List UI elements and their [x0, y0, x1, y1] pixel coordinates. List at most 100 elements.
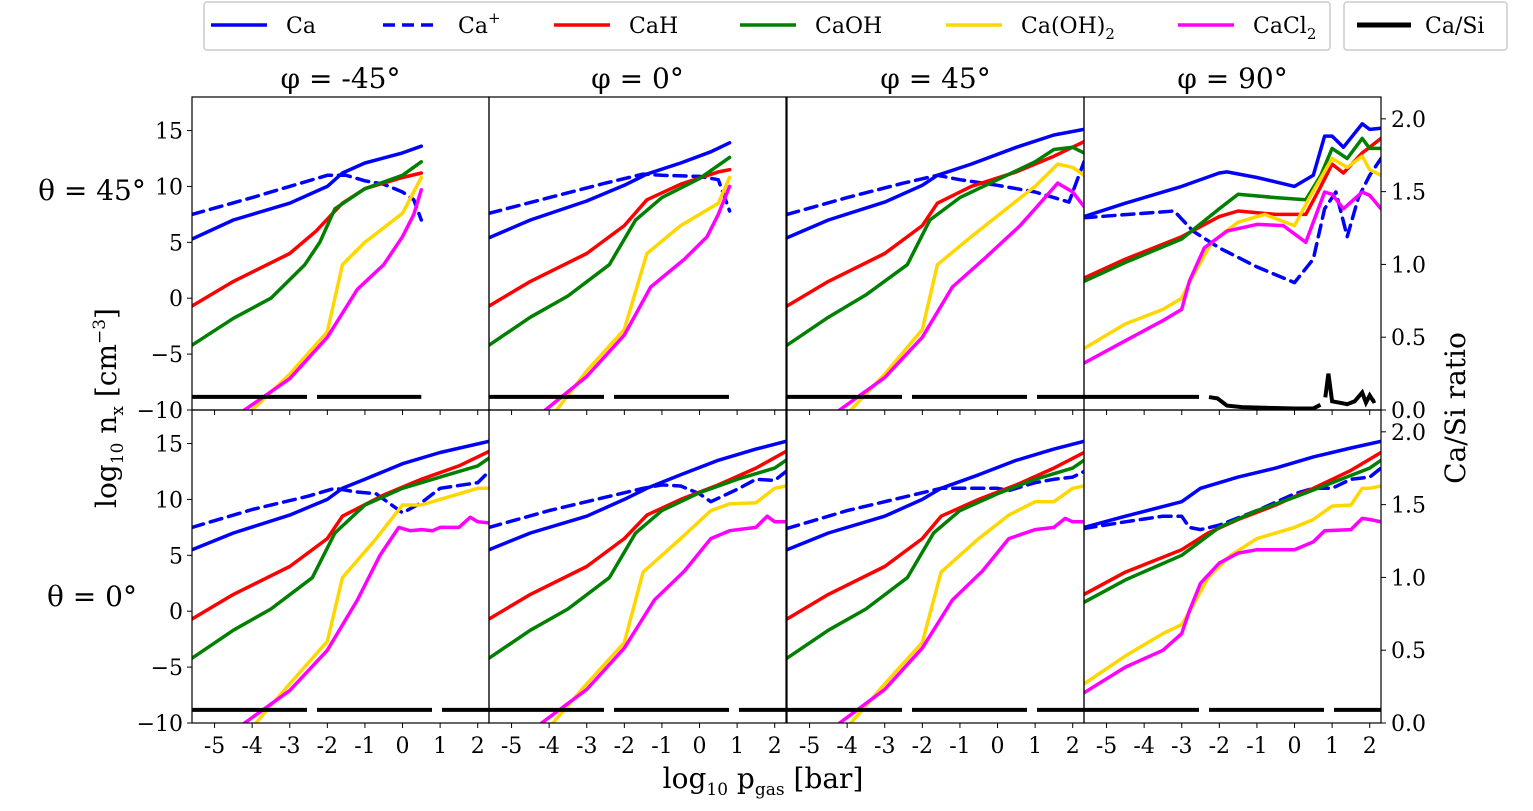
x-tick-label: 2 [1066, 734, 1080, 759]
x-tick-label: -4 [538, 734, 559, 759]
x-tick-label: -5 [799, 734, 820, 759]
panel-r1-c2 [787, 439, 1084, 723]
x-tick-label: -3 [279, 734, 300, 759]
x-tick-label: -5 [501, 734, 522, 759]
panel-frame [786, 96, 1085, 411]
x-tick-label: 0 [991, 734, 1005, 759]
panel-r1-c1 [489, 439, 786, 723]
y-tick-label: 15 [155, 433, 183, 458]
panel-r0-c0 [192, 144, 424, 410]
y-tick-label: −10 [137, 712, 183, 737]
series-line-caoh [489, 155, 732, 347]
y-axis-label-left: log10 nx [cm−3] [90, 308, 128, 508]
series-line-cacl2 [543, 184, 732, 410]
x-tick-label: -1 [1246, 734, 1267, 759]
series-line-ca [1084, 439, 1381, 530]
series-line-cacl2 [539, 514, 786, 723]
series-line-ca-oh-2 [551, 484, 786, 723]
x-tick-label: -2 [1209, 734, 1230, 759]
series-line-ca- [192, 173, 424, 222]
panel-frame [191, 409, 490, 724]
legend-ratio: Ca/Si [1343, 1, 1508, 51]
series-line-cah [192, 171, 424, 308]
y-tick-label: 10 [155, 175, 183, 200]
row-label: θ = 0° [47, 580, 137, 613]
y2-tick-label: 2.0 [1391, 421, 1426, 446]
series-line-cah [787, 139, 1084, 308]
series-line-caoh [1084, 458, 1381, 605]
x-tick-label: -1 [354, 734, 375, 759]
x-tick-label: -3 [1171, 734, 1192, 759]
panel-frame [488, 96, 787, 411]
series-line-ca- [489, 172, 732, 216]
series-line-cacl2 [242, 188, 424, 410]
x-axis-label: log10 pgas [bar] [663, 762, 864, 800]
row-labels: θ = 45° θ = 0° [38, 174, 146, 613]
x-tick-label: -5 [1096, 734, 1117, 759]
series-line-cah [489, 449, 786, 621]
row-label: θ = 45° [38, 174, 146, 207]
column-title: φ = 0° [591, 62, 684, 95]
y2-tick-label: 1.0 [1391, 253, 1426, 278]
x-tick-label: -3 [874, 734, 895, 759]
x-tick-label: 0 [396, 734, 410, 759]
y2-tick-label: 1.0 [1391, 566, 1426, 591]
series-line-cacl2 [1084, 516, 1381, 695]
panel-frame [1083, 409, 1382, 724]
x-tick-label: 1 [433, 734, 447, 759]
series-line-cacl2 [1084, 190, 1381, 365]
svg-text:log10 nx [cm−3]: log10 nx [cm−3] [90, 308, 128, 508]
series-line-ca-oh-2 [254, 486, 489, 723]
y-tick-label: 0 [169, 287, 183, 312]
series-line-ca [192, 439, 489, 552]
y-tick-label: 0 [169, 600, 183, 625]
legend-species: Ca Ca+ CaH CaOH Ca(OH)2 CaCl2 [203, 1, 1331, 51]
legend-label-ratio: Ca/Si [1425, 14, 1484, 39]
svg-text:Ca/Si ratio: Ca/Si ratio [1439, 332, 1472, 484]
series-line-ca-oh-2 [554, 175, 732, 410]
x-tick-label: -1 [651, 734, 672, 759]
series-line-cah [787, 450, 1084, 621]
x-tick-label: 0 [1288, 734, 1302, 759]
y-tick-label: 15 [155, 120, 183, 145]
x-tick-label: -3 [576, 734, 597, 759]
series-line-ca-oh-2 [1084, 484, 1381, 686]
panel-r0-c1 [489, 141, 732, 410]
y2-tick-label: 0.0 [1391, 399, 1426, 424]
svg-text:log10 pgas [bar]: log10 pgas [bar] [663, 762, 864, 800]
legend-label-cah: CaH [629, 14, 678, 39]
x-tick-label: 2 [768, 734, 782, 759]
y-tick-label: 10 [155, 488, 183, 513]
series-line-cah [1084, 450, 1381, 597]
x-tick-label: 1 [1325, 734, 1339, 759]
panel-r1-c3 [1084, 439, 1381, 712]
x-tick-label: 0 [693, 734, 707, 759]
panel-frame [191, 96, 490, 411]
y2-tick-label: 2.0 [1391, 108, 1426, 133]
series-line-ca [192, 144, 424, 241]
x-tick-label: -4 [836, 734, 857, 759]
series-line-ca [489, 141, 732, 240]
series-line-caoh [1084, 136, 1381, 284]
column-title: φ = 90° [1177, 62, 1288, 95]
series-line-cacl2 [837, 181, 1084, 410]
x-tick-label: 2 [1363, 734, 1377, 759]
x-tick-label: 2 [471, 734, 485, 759]
y2-tick-label: 0.0 [1391, 712, 1426, 737]
x-tick-label: -4 [241, 734, 262, 759]
series-line-ca- [1084, 156, 1381, 285]
y-tick-label: −5 [151, 343, 183, 368]
column-title: φ = 45° [880, 62, 991, 95]
series-line-cah [489, 167, 732, 308]
x-tick-label: -1 [949, 734, 970, 759]
x-tick-label: -5 [204, 734, 225, 759]
y2-tick-label: 0.5 [1391, 639, 1426, 664]
legend-label-ca: Ca [286, 14, 316, 39]
y2-tick-label: 1.5 [1391, 181, 1426, 206]
series-line-ca-oh-2 [849, 162, 1084, 410]
series-line-ca [1084, 122, 1381, 219]
panel-r1-c0 [192, 439, 489, 723]
series-line-ca-si-ratio [1084, 373, 1378, 410]
x-tick-label: 1 [1028, 734, 1042, 759]
